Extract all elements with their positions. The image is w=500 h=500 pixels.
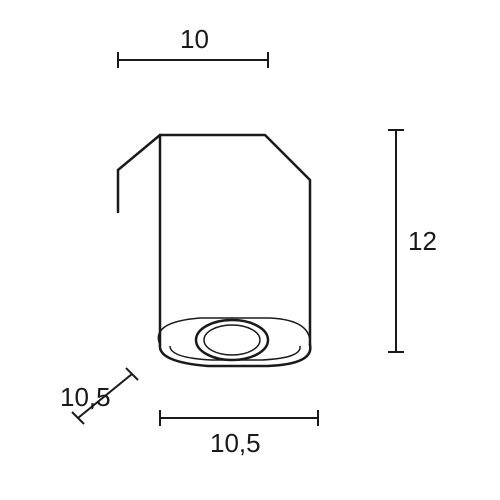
dim-bottom-label: 10,5 (210, 428, 261, 458)
dim-depth: 10,5 (60, 368, 138, 424)
dim-top-label: 10 (180, 24, 209, 54)
lamp-body (118, 135, 310, 366)
dimension-diagram: 10 12 10,5 10,5 (0, 0, 500, 500)
lamp-opening-ring (196, 320, 268, 360)
dim-bottom: 10,5 (160, 410, 318, 458)
dim-right-label: 12 (408, 226, 437, 256)
dim-right: 12 (388, 130, 437, 352)
dim-depth-label: 10,5 (60, 382, 111, 412)
dim-top: 10 (118, 24, 268, 68)
